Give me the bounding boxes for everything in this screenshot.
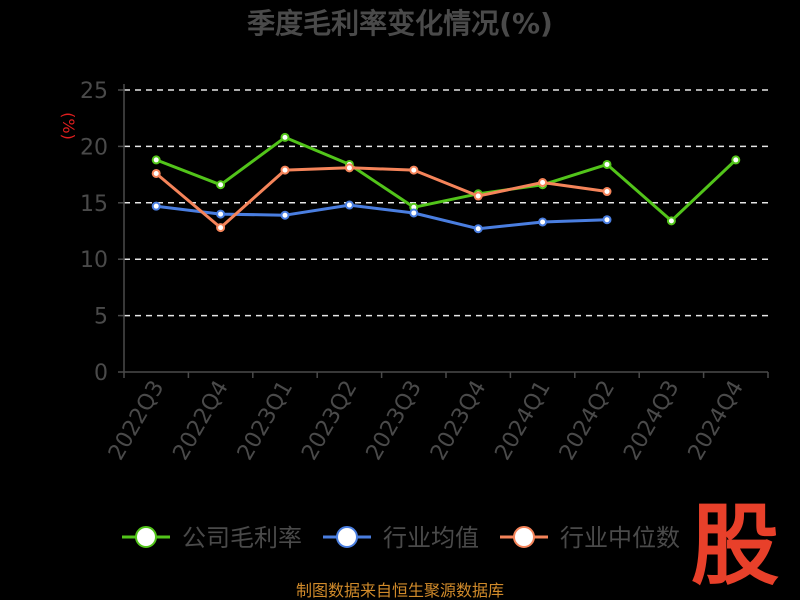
y-tick-label: 5: [94, 305, 108, 330]
y-tick-label: 25: [80, 79, 108, 104]
data-point: [602, 215, 612, 225]
legend-marker: [135, 526, 157, 548]
axes: [118, 84, 769, 378]
legend-marker: [336, 526, 358, 548]
x-tick-label: 2023Q2: [297, 377, 362, 465]
legend: 公司毛利率 行业均值 行业中位数: [122, 524, 680, 552]
data-point: [344, 200, 354, 210]
data-point: [151, 168, 161, 178]
data-point: [731, 155, 741, 165]
x-tick-label: 2023Q3: [362, 377, 427, 465]
data-point: [216, 209, 226, 219]
data-point: [602, 187, 612, 197]
legend-label: 行业中位数: [560, 524, 680, 552]
x-tick-label: 2024Q1: [490, 377, 555, 465]
series-line: [156, 203, 608, 231]
legend-item: 行业均值: [323, 524, 479, 552]
y-tick-label: 20: [80, 135, 108, 160]
data-point: [280, 165, 290, 175]
chart-title: 季度毛利率变化情况(%): [247, 7, 553, 40]
series-group: [151, 200, 612, 234]
y-tick-labels: 0 5 10 15 20 25: [80, 79, 108, 386]
source-note: 制图数据来自恒生聚源数据库: [296, 581, 504, 600]
x-tick-label: 2023Q4: [426, 377, 491, 465]
data-point: [216, 180, 226, 190]
x-tick-label: 2024Q4: [684, 377, 749, 465]
x-tick-label: 2023Q1: [233, 377, 298, 465]
data-point: [280, 132, 290, 142]
x-tick-labels: 2022Q3 2022Q4 2023Q1 2023Q2 2023Q3 2023Q4 2024…: [104, 377, 749, 465]
data-point: [409, 208, 419, 218]
data-point: [602, 159, 612, 169]
data-point: [666, 216, 676, 226]
x-tick-label: 2024Q3: [619, 377, 684, 465]
data-point: [344, 163, 354, 173]
logo: 股: [691, 494, 779, 597]
legend-label: 行业均值: [383, 524, 479, 552]
data-point: [151, 201, 161, 211]
y-axis-unit: (%): [59, 112, 78, 140]
data-point: [538, 217, 548, 227]
series-line: [155, 135, 737, 223]
data-point: [151, 155, 161, 165]
series-group: [151, 163, 612, 233]
data-point: [216, 223, 226, 233]
legend-item: 公司毛利率: [122, 524, 302, 552]
series-lines: [151, 132, 741, 234]
x-tick-label: 2022Q4: [168, 377, 233, 465]
legend-item: 行业中位数: [500, 524, 680, 552]
y-tick-label: 10: [80, 248, 108, 273]
y-tick-label: 15: [80, 192, 108, 217]
y-tick-label: 0: [94, 361, 108, 386]
data-point: [280, 210, 290, 220]
series-line: [155, 166, 608, 230]
legend-marker: [513, 526, 535, 548]
gridlines: [124, 89, 768, 317]
data-point: [409, 165, 419, 175]
x-tick-label: 2024Q2: [555, 377, 620, 465]
legend-label: 公司毛利率: [182, 524, 302, 552]
x-tick-label: 2022Q3: [104, 377, 169, 465]
data-point: [473, 224, 483, 234]
data-point: [473, 191, 483, 201]
data-point: [538, 177, 548, 187]
